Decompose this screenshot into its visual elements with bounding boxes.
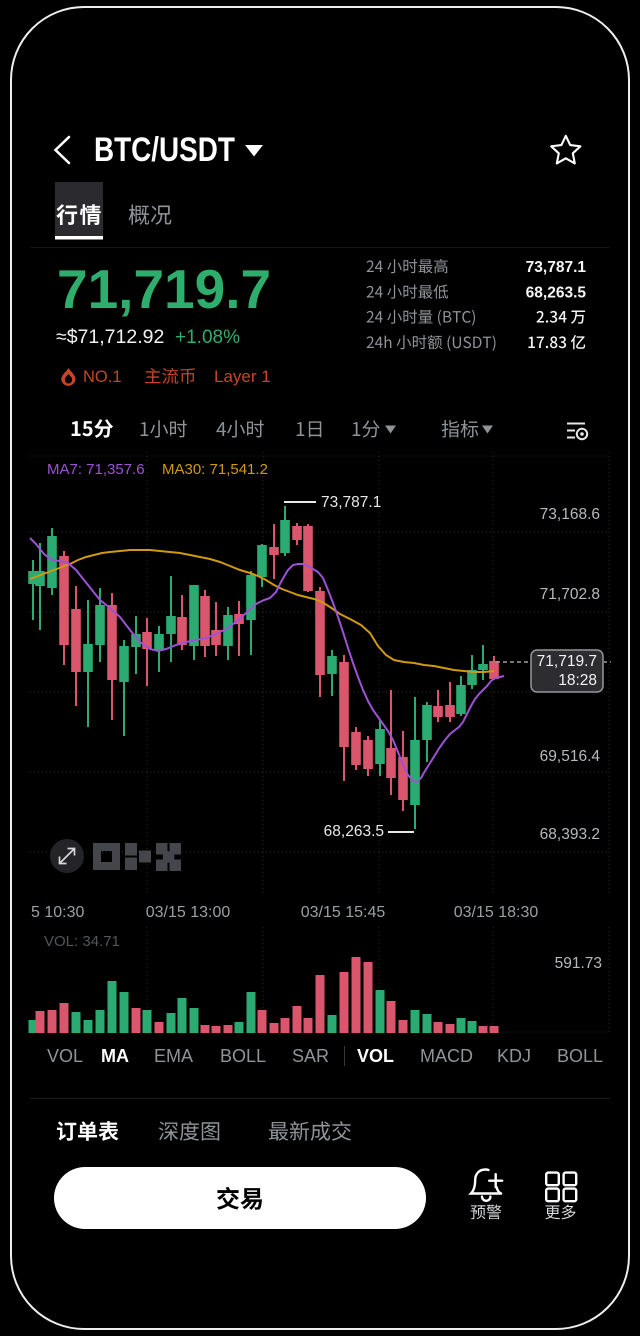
svg-text:SAR: SAR (292, 1046, 329, 1066)
svg-text:BOLL: BOLL (557, 1046, 603, 1066)
svg-text:68,263.5: 68,263.5 (324, 823, 384, 840)
svg-text:VOL: 34.71: VOL: 34.71 (44, 933, 120, 950)
svg-text:68,393.2: 68,393.2 (540, 826, 600, 843)
svg-text:73,787.1: 73,787.1 (321, 494, 381, 511)
svg-text:VOL: VOL (47, 1046, 83, 1066)
svg-text:73,787.1: 73,787.1 (526, 259, 587, 276)
svg-text:+1.08%: +1.08% (175, 327, 240, 348)
svg-text:73,168.6: 73,168.6 (540, 506, 600, 523)
svg-text:591.73: 591.73 (555, 955, 602, 972)
svg-text:71,719.7: 71,719.7 (57, 258, 271, 320)
svg-text:BTC/USDT: BTC/USDT (94, 130, 235, 168)
svg-text:BOLL: BOLL (220, 1046, 266, 1066)
svg-text:03/15 18:30: 03/15 18:30 (454, 904, 539, 921)
svg-text:VOL: VOL (357, 1046, 394, 1066)
svg-text:MA30: 71,541.2: MA30: 71,541.2 (162, 461, 268, 478)
svg-text:MA7: 71,357.6: MA7: 71,357.6 (47, 461, 145, 478)
svg-text:NO.1: NO.1 (83, 368, 122, 386)
svg-text:71,719.7: 71,719.7 (537, 653, 597, 670)
svg-text:71,702.8: 71,702.8 (540, 586, 600, 603)
svg-text:≈$71,712.92: ≈$71,712.92 (56, 326, 164, 348)
svg-text:MA: MA (101, 1046, 129, 1066)
svg-text:69,516.4: 69,516.4 (540, 748, 601, 765)
svg-text:03/15 15:45: 03/15 15:45 (301, 904, 386, 921)
svg-text:68,263.5: 68,263.5 (526, 285, 587, 302)
svg-text:18:28: 18:28 (558, 672, 597, 689)
svg-text:Layer 1: Layer 1 (214, 367, 271, 386)
svg-text:EMA: EMA (154, 1046, 193, 1066)
svg-text:5 10:30: 5 10:30 (31, 904, 84, 921)
svg-text:03/15 13:00: 03/15 13:00 (146, 904, 231, 921)
svg-text:MACD: MACD (420, 1046, 473, 1066)
svg-text:KDJ: KDJ (497, 1046, 531, 1066)
